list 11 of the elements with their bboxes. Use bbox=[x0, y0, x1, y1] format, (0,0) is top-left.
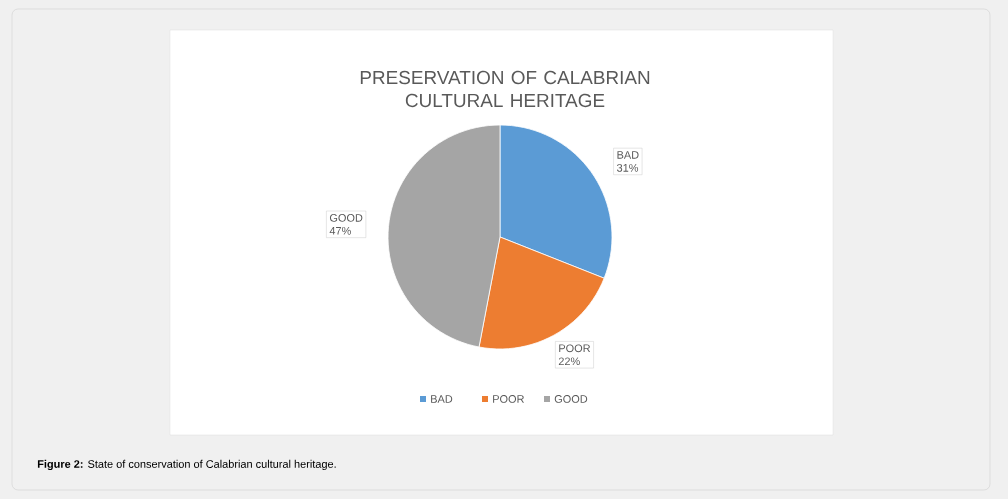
chart-title: PRESERVATION OF CALABRIAN CULTURAL HERITAGE bbox=[360, 70, 650, 108]
legend-label: BAD bbox=[431, 395, 453, 403]
data-label: 22% bbox=[558, 357, 580, 366]
data-label: 47% bbox=[329, 227, 351, 235]
legend-label: GOOD bbox=[554, 395, 588, 403]
legend-label: POOR bbox=[493, 395, 524, 403]
slice-label: GOOD bbox=[329, 214, 363, 222]
data-label: 31% bbox=[616, 164, 639, 172]
text: Figure 2: State of conservation of Calabrian cultural heritage. bbox=[37, 459, 336, 471]
slice-label: BAD bbox=[617, 151, 639, 159]
slice-label: POOR bbox=[559, 344, 591, 353]
